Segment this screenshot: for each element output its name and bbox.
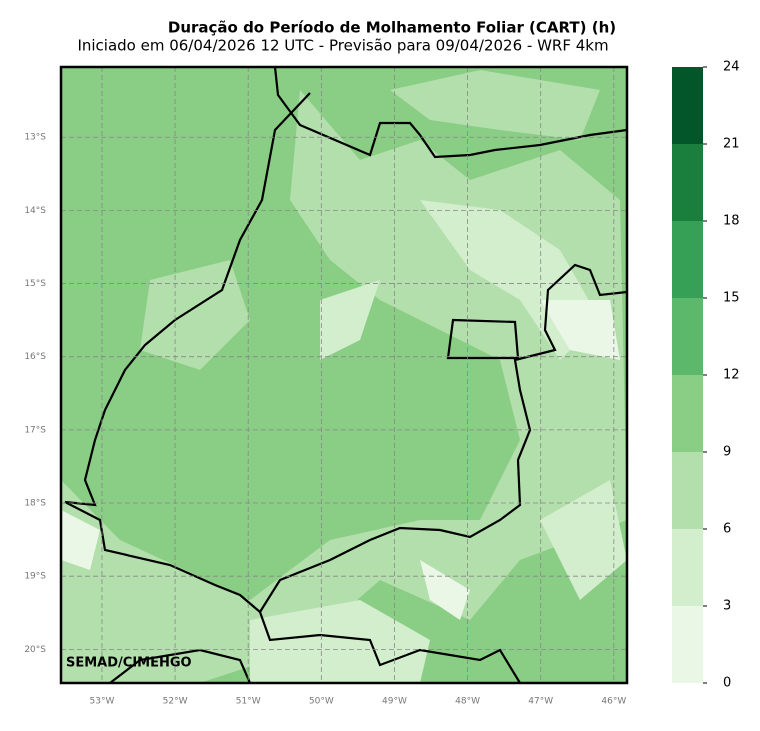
x-tick-label: 52°W (163, 697, 188, 707)
x-tick-label: 46°W (601, 697, 626, 707)
y-tick-label: 20°S (24, 645, 46, 655)
colorbar-tick-label: 9 (723, 445, 731, 460)
colorbar-band (672, 221, 703, 298)
x-tick-label: 47°W (528, 697, 553, 707)
colorbar-tick-label: 6 (723, 522, 731, 537)
credit: SEMAD/CIMEHGO (66, 656, 192, 671)
y-tick-label: 15°S (24, 279, 46, 289)
y-tick-label: 19°S (24, 572, 46, 582)
colorbar-tick-label: 21 (723, 137, 740, 152)
y-tick-label: 16°S (24, 352, 46, 362)
colorbar-tick-label: 12 (723, 368, 740, 383)
df-border (446, 318, 520, 360)
map (61, 67, 627, 683)
colorbar-band (672, 67, 703, 144)
title: Duração do Período de Molhamento Foliar … (168, 19, 616, 37)
colorbar-tick-label: 0 (723, 676, 731, 691)
state-border (64, 67, 627, 614)
colorbar-band (672, 452, 703, 529)
y-tick-label: 18°S (24, 499, 46, 509)
y-tick-label: 14°S (24, 206, 46, 216)
x-tick-label: 51°W (236, 697, 261, 707)
graticule (61, 67, 627, 683)
colorbar-band (672, 606, 703, 683)
x-tick-label: 50°W (309, 697, 334, 707)
colorbar-band (672, 144, 703, 221)
map-frame (59, 65, 629, 685)
colorbar-tick-label: 3 (723, 599, 731, 614)
field-lightest (61, 300, 620, 620)
x-tick-label: 48°W (455, 697, 480, 707)
x-tick-label: 53°W (90, 697, 115, 707)
colorbar-band (672, 375, 703, 452)
colorbar-band (672, 298, 703, 375)
y-tick-label: 13°S (24, 133, 46, 143)
neighbor-border (109, 611, 521, 683)
colorbar: 0 3 6 9 12 15 18 21 24 (672, 60, 740, 691)
colorbar-tick-label: 24 (723, 60, 740, 75)
colorbar-tick-label: 18 (723, 214, 740, 229)
colorbar-tick-label: 15 (723, 291, 740, 306)
x-tick-label: 49°W (382, 697, 407, 707)
subtitle: Iniciado em 06/04/2026 12 UTC - Previsão… (77, 37, 608, 55)
y-tick-label: 17°S (24, 425, 46, 435)
axis-labels: 53°W 52°W 51°W 50°W 49°W 48°W 47°W 46°W 13°S 14°S… (24, 133, 626, 707)
colorbar-band (672, 529, 703, 606)
